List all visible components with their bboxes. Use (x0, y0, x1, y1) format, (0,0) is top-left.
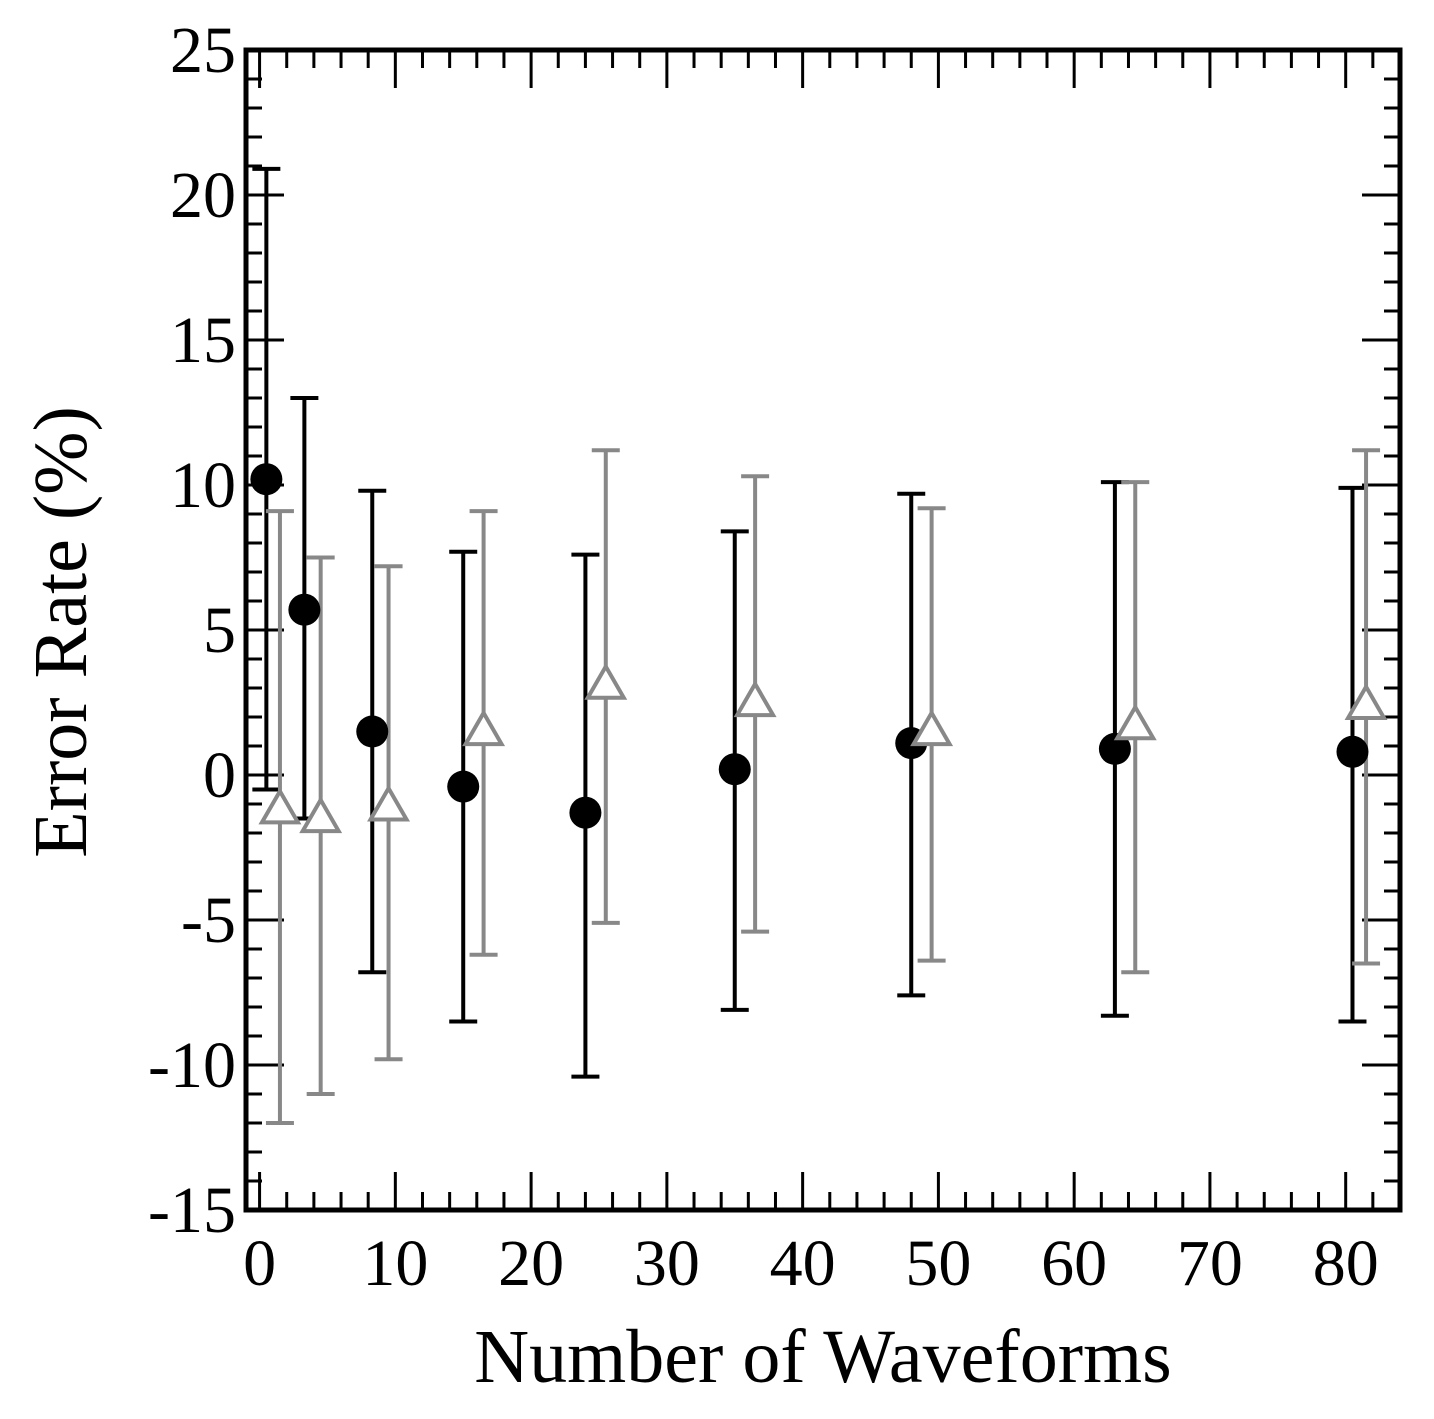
x-tick-label: 50 (905, 1227, 971, 1300)
data-point-triangle (299, 795, 343, 834)
data-point-triangle (1344, 682, 1388, 720)
data-point-triangle (462, 708, 506, 747)
y-tick-label: 5 (203, 594, 236, 667)
data-point-triangle (258, 787, 302, 825)
data-point-triangle (733, 679, 777, 718)
x-tick-label: 20 (498, 1227, 564, 1300)
y-tick-label: 10 (170, 449, 236, 522)
x-tick-label: 70 (1177, 1227, 1243, 1300)
x-axis-title: Number of Waveforms (474, 1315, 1171, 1399)
x-tick-label: 40 (770, 1227, 836, 1300)
data-point-circle (447, 770, 480, 803)
data-point-circle (718, 753, 751, 786)
x-tick-label: 10 (362, 1227, 428, 1300)
y-tick-label: -10 (148, 1029, 236, 1102)
data-point-triangle (367, 784, 411, 822)
x-tick-label: 60 (1041, 1227, 1107, 1300)
y-tick-label: -15 (148, 1174, 236, 1247)
data-point-circle (288, 593, 321, 626)
y-tick-label: 15 (170, 304, 236, 377)
axis-ticks (246, 48, 1402, 1212)
y-tick-label: 0 (203, 739, 236, 812)
data-point-circle (1336, 735, 1369, 768)
y-axis-title: Error Rate (%) (19, 406, 103, 858)
data-markers (250, 463, 1388, 834)
data-point-triangle (1113, 703, 1157, 741)
plot-frame (243, 47, 1403, 1213)
y-tick-label: 25 (170, 14, 236, 87)
data-point-circle (569, 796, 602, 829)
x-tick-label: 0 (243, 1227, 276, 1300)
data-point-circle (250, 463, 283, 496)
y-tick-label: -5 (181, 884, 236, 957)
tick-labels: -15 -10 -5 0 5 10 15 20 25 0 10 20 30 40 50 60 70 80 (148, 14, 1379, 1300)
error-bars (252, 166, 1381, 1125)
x-tick-label: 80 (1313, 1227, 1379, 1300)
data-point-triangle (910, 708, 954, 747)
data-point-circle (1098, 732, 1131, 765)
x-tick-label: 30 (634, 1227, 700, 1300)
y-tick-label: 20 (170, 159, 236, 232)
data-point-circle (356, 715, 389, 748)
data-point-triangle (584, 662, 628, 700)
